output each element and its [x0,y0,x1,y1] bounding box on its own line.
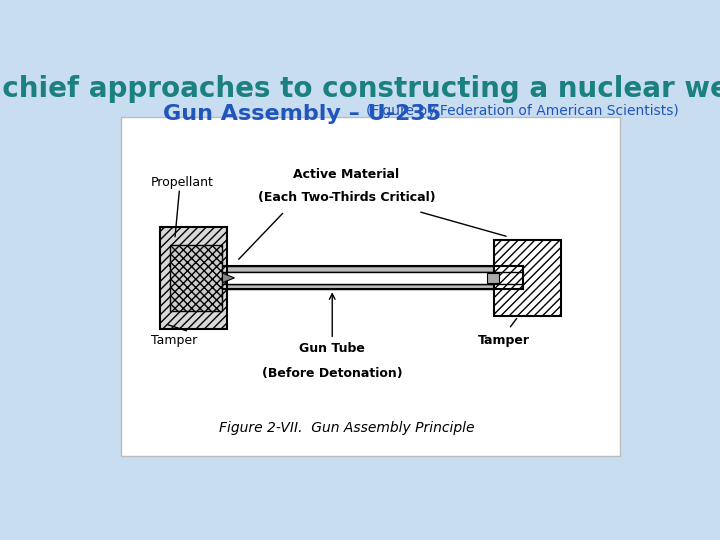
Bar [487,273,499,283]
Bar [170,272,523,284]
Bar [170,266,523,272]
Bar [495,240,561,316]
Text: Two chief approaches to constructing a nuclear weapon: Two chief approaches to constructing a n… [0,75,720,103]
Bar [170,284,523,289]
Bar [161,227,228,329]
Text: Figure 2-VII.  Gun Assembly Principle: Figure 2-VII. Gun Assembly Principle [219,421,474,435]
Bar [170,245,222,311]
FancyBboxPatch shape [121,117,620,456]
Text: Gun Tube: Gun Tube [300,342,365,355]
Text: Tamper: Tamper [478,334,530,347]
Bar [161,227,228,329]
Bar [495,240,561,316]
Text: Tamper: Tamper [151,334,197,347]
Text: Gun Assembly – U-235: Gun Assembly – U-235 [163,104,441,124]
Text: Propellant: Propellant [151,176,214,188]
Text: Active Material: Active Material [294,168,400,181]
Text: (Figure by Federation of American Scientists): (Figure by Federation of American Scient… [366,104,679,118]
Text: (Each Two-Thirds Critical): (Each Two-Thirds Critical) [258,191,436,204]
Text: (Before Detonation): (Before Detonation) [262,367,402,380]
Polygon shape [222,273,235,282]
Bar [170,245,222,311]
